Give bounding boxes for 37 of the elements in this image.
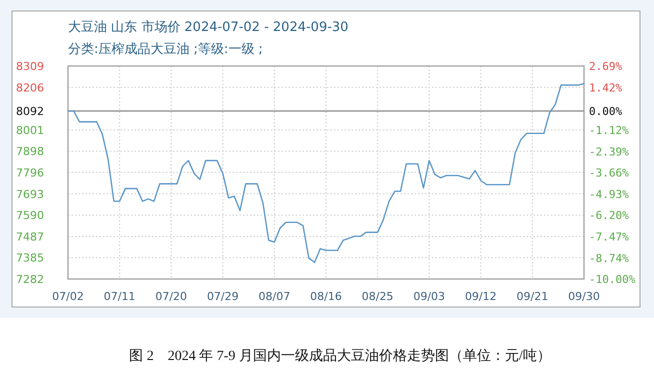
y2-tick-label: 2.69% [589,60,622,73]
x-tick-label: 07/11 [104,290,136,303]
y-tick-label: 8001 [16,124,44,137]
x-tick-label: 07/20 [155,290,188,303]
y2-tick-label: -2.39% [589,145,630,158]
line-series [67,82,585,264]
y2-tick-label: -10.00% [589,273,636,286]
x-tick-label: 09/03 [413,290,446,303]
x-tick-label: 07/29 [206,290,239,303]
y-tick-label: 7796 [16,166,44,180]
y2-tick-label: -3.66% [589,166,630,180]
x-tick-label: 09/21 [516,290,548,303]
y-tick-label: 8206 [16,81,44,94]
chart-subtitle: 分类:压榨成品大豆油 ;等级:一级 ; [68,42,263,57]
y2-tick-label: 1.42% [589,81,622,94]
x-tick-label: 07/02 [52,290,84,303]
y-tick-label: 8309 [16,60,44,73]
y-tick-label: 7282 [16,273,44,286]
y-tick-label: 7693 [16,188,44,201]
y2-tick-label: 0.00% [589,105,622,118]
y-tick-label: 8092 [16,105,44,118]
x-tick-label: 09/12 [464,290,497,303]
chart-title: 大豆油 山东 市场价 2024-07-02 - 2024-09-30 [68,20,348,35]
y-tick-label: 7385 [16,252,44,265]
x-tick-label: 08/25 [362,290,394,303]
y2-tick-label: -4.93% [589,188,630,201]
y-tick-label: 7590 [16,209,44,222]
x-tick-label: 08/07 [258,290,290,303]
x-tick-label: 08/16 [310,290,342,303]
y2-tick-label: -7.47% [589,230,630,244]
x-tick-label: 09/30 [568,290,600,303]
y2-tick-label: -6.20% [589,209,630,222]
y2-tick-label: -8.74% [589,252,630,265]
y-tick-label: 7898 [16,145,44,158]
y-tick-label: 7487 [16,230,44,244]
y2-tick-label: -1.12% [589,124,630,137]
caption: 图 2 2024 年 7-9 月国内一级成品大豆油价格走势图（单位：元/吨） [129,348,551,364]
